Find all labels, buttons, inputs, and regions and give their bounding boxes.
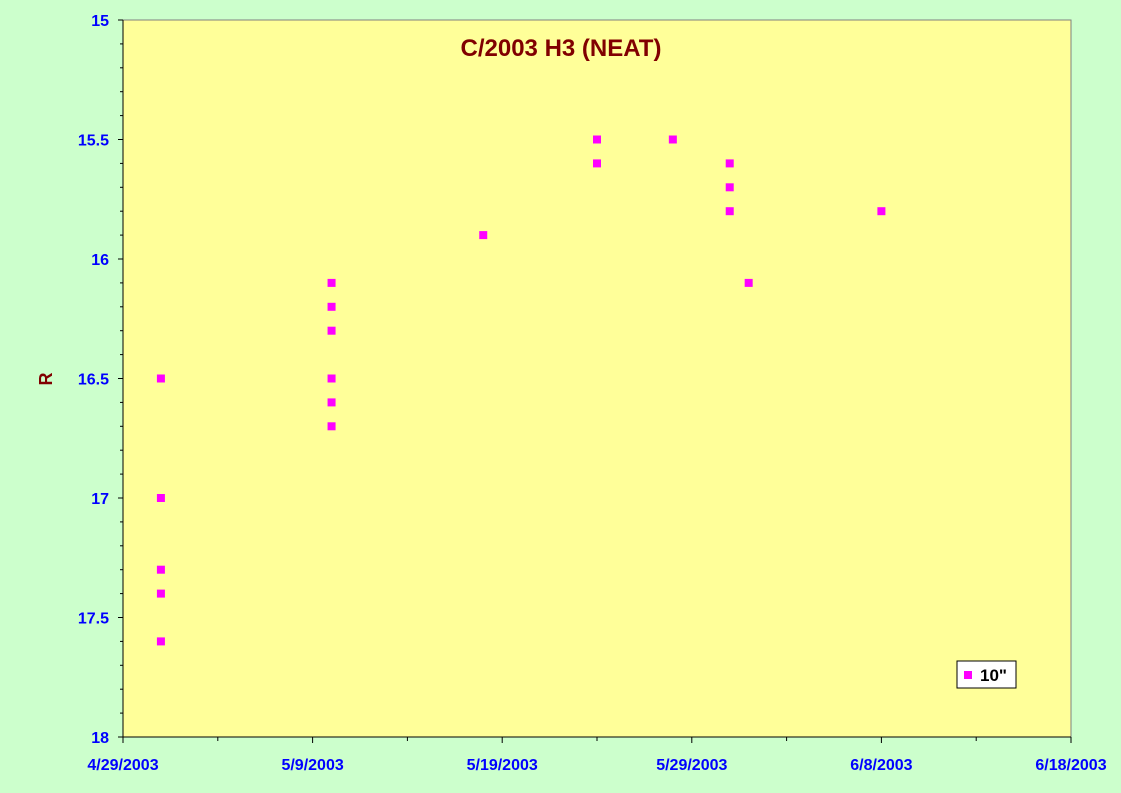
x-axis: 4/29/2003 5/9/2003 5/19/2003 5/29/2003 6/8/2… xyxy=(87,736,1107,774)
y-tick-label: 17 xyxy=(91,491,109,508)
y-tick-label: 15.5 xyxy=(78,133,109,150)
data-point xyxy=(725,207,734,216)
data-point xyxy=(593,159,601,168)
data-point xyxy=(479,231,488,240)
data-point xyxy=(327,398,336,407)
data-point xyxy=(327,326,336,335)
data-point xyxy=(327,422,336,431)
x-tick-label: 4/29/2003 xyxy=(87,757,158,774)
chart-title: C/2003 H3 (NEAT) xyxy=(461,35,662,62)
data-point xyxy=(327,278,336,287)
x-tick-label: 5/29/2003 xyxy=(656,757,727,774)
data-point xyxy=(156,589,165,598)
y-tick-label: 16.5 xyxy=(78,372,109,389)
data-point xyxy=(327,374,336,383)
y-tick-label: 18 xyxy=(91,730,109,747)
legend-marker xyxy=(964,671,972,679)
y-tick-label: 15 xyxy=(91,13,109,30)
x-tick-label: 6/8/2003 xyxy=(850,757,912,774)
y-axis: 15 15.5 16 16.5 17 17.5 18 xyxy=(78,13,124,747)
x-tick-label: 5/19/2003 xyxy=(467,757,538,774)
legend: 10" xyxy=(956,660,1017,689)
data-point xyxy=(877,207,886,216)
data-point xyxy=(668,135,677,144)
data-points xyxy=(156,135,886,646)
data-point xyxy=(156,637,165,646)
data-point xyxy=(725,183,734,192)
legend-label: 10" xyxy=(980,666,1007,685)
plot-area xyxy=(122,19,1072,738)
data-point xyxy=(156,494,165,502)
data-point xyxy=(744,278,753,287)
data-point xyxy=(156,565,165,574)
y-tick-label: 17.5 xyxy=(78,611,109,628)
data-point xyxy=(593,135,601,144)
x-tick-label: 6/18/2003 xyxy=(1035,757,1106,774)
data-point xyxy=(156,374,165,383)
y-tick-label: 16 xyxy=(91,252,109,269)
data-point xyxy=(327,302,336,311)
data-point xyxy=(725,159,734,168)
y-axis-title: R xyxy=(36,373,56,386)
x-tick-label: 5/9/2003 xyxy=(281,757,343,774)
